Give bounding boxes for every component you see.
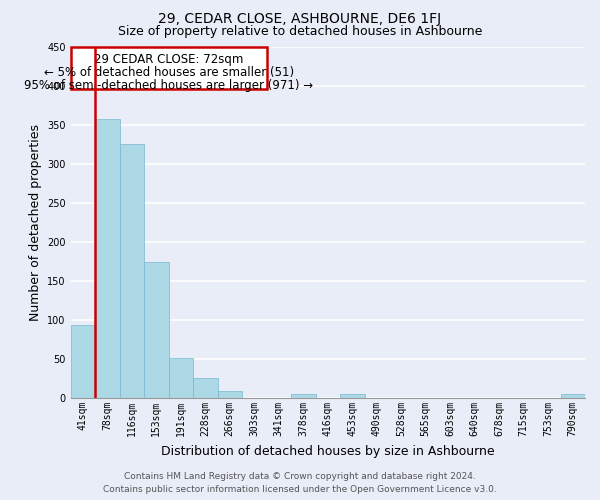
Bar [144,262,169,398]
Bar [560,394,585,398]
Bar [95,119,119,398]
Text: Size of property relative to detached houses in Ashbourne: Size of property relative to detached ho… [118,25,482,38]
Y-axis label: Number of detached properties: Number of detached properties [29,124,41,321]
Text: 95% of semi-detached houses are larger (971) →: 95% of semi-detached houses are larger (… [25,80,314,92]
Bar [340,394,365,398]
Bar [218,391,242,398]
Bar [119,144,144,398]
X-axis label: Distribution of detached houses by size in Ashbourne: Distribution of detached houses by size … [161,444,494,458]
Text: ← 5% of detached houses are smaller (51): ← 5% of detached houses are smaller (51) [44,66,294,79]
Bar [291,394,316,398]
Bar [71,326,95,398]
Text: 29 CEDAR CLOSE: 72sqm: 29 CEDAR CLOSE: 72sqm [94,53,244,66]
Text: 29, CEDAR CLOSE, ASHBOURNE, DE6 1FJ: 29, CEDAR CLOSE, ASHBOURNE, DE6 1FJ [158,12,442,26]
Bar [193,378,218,398]
FancyBboxPatch shape [71,46,267,90]
Bar [169,358,193,398]
Text: Contains HM Land Registry data © Crown copyright and database right 2024.
Contai: Contains HM Land Registry data © Crown c… [103,472,497,494]
